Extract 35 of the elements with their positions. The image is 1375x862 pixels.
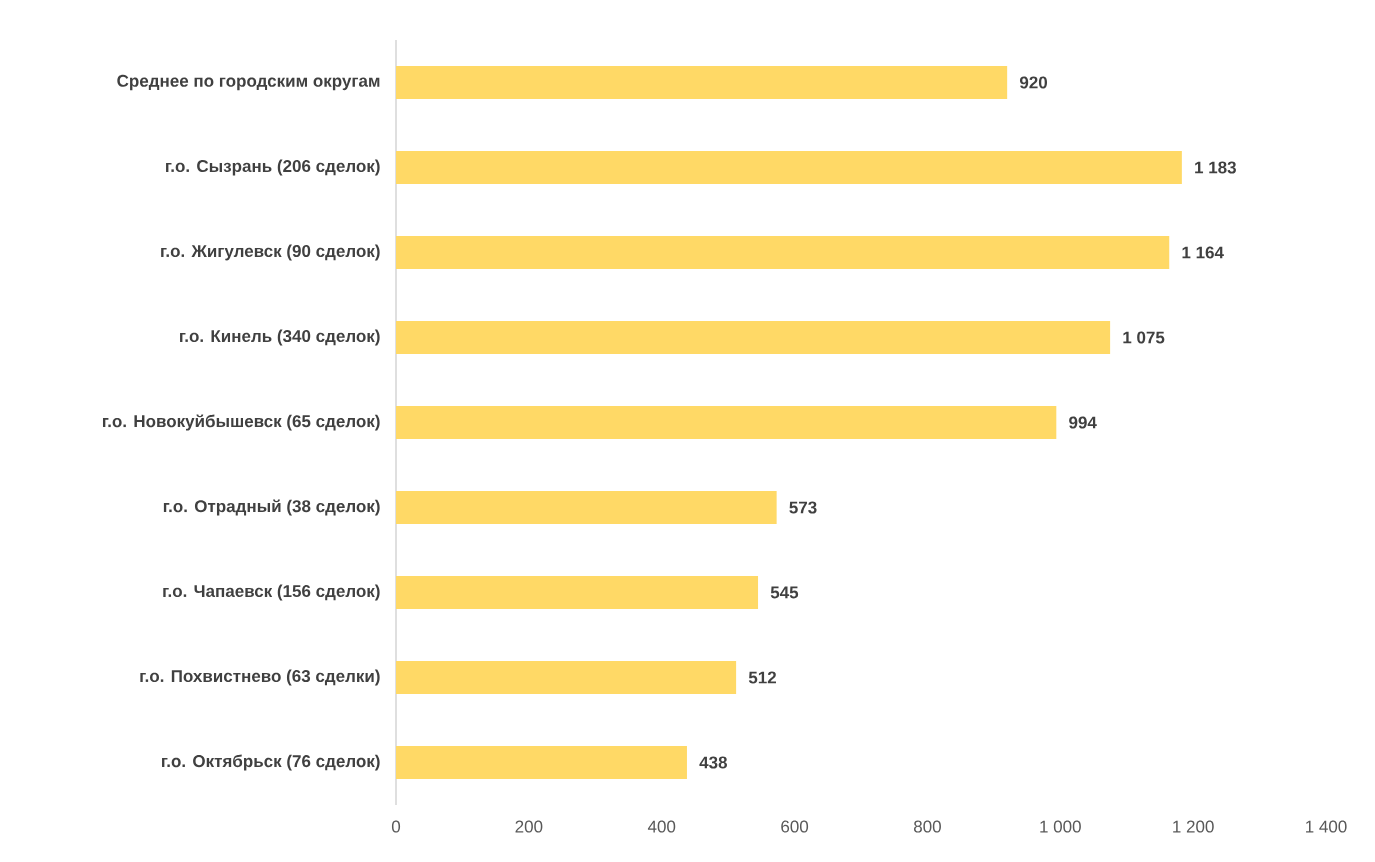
- y-tick-label: Среднее по городским округам: [117, 74, 380, 91]
- x-tick-label: 600: [781, 820, 809, 833]
- bar: [396, 406, 1057, 440]
- bar: [396, 576, 759, 610]
- y-tick-label: г.о. Отрадный (38 сделок): [163, 499, 380, 516]
- bar: [396, 151, 1182, 185]
- x-tick-label: 800: [913, 820, 941, 833]
- data-label: 573: [789, 501, 817, 514]
- x-tick-label: 400: [647, 820, 676, 833]
- x-tick-label: 0: [391, 820, 401, 833]
- data-label: 512: [748, 671, 776, 684]
- data-label: 438: [699, 756, 727, 769]
- x-tick-label: 1 400: [1306, 820, 1347, 833]
- y-tick-label: г.о. Чапаевск (156 сделок): [163, 584, 380, 601]
- x-tick-label: 200: [515, 820, 543, 833]
- y-tick-label: г.о. Жигулевск (90 сделок): [161, 244, 380, 261]
- data-label: 1 183: [1195, 161, 1236, 174]
- data-label: 994: [1069, 416, 1097, 429]
- bar: [396, 321, 1111, 355]
- bar: [396, 746, 687, 780]
- x-tick-label: 1 200: [1173, 820, 1214, 833]
- y-tick-label: г.о. Кинель (340 сделок): [180, 329, 380, 346]
- x-tick-label: 1 000: [1040, 820, 1081, 833]
- bar: [396, 236, 1170, 270]
- data-label: 920: [1019, 76, 1047, 89]
- bar: [396, 661, 737, 695]
- bar: [396, 491, 777, 525]
- y-tick-label: г.о. Октябрьск (76 сделок): [162, 754, 380, 771]
- data-label: 1 075: [1123, 331, 1165, 344]
- bar: [396, 66, 1008, 100]
- data-label: 545: [770, 586, 799, 599]
- y-tick-label: г.о. Сызрань (206 сделок): [166, 159, 380, 176]
- y-tick-label: г.о. Похвистнево (63 сделки): [140, 669, 380, 686]
- data-label: 1 164: [1182, 246, 1224, 259]
- y-tick-label: г.о. Новокуйбышевск (65 сделок): [102, 414, 380, 431]
